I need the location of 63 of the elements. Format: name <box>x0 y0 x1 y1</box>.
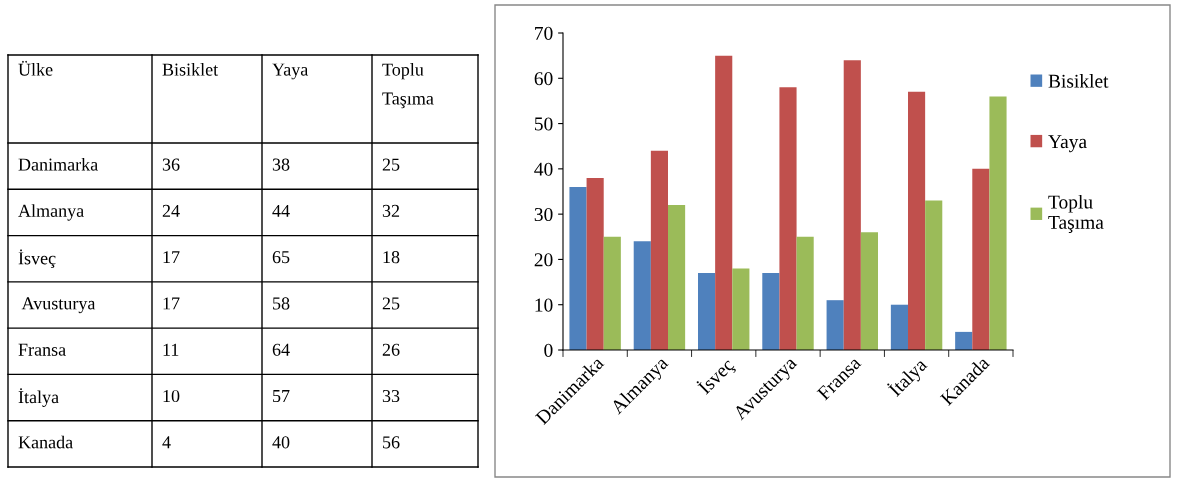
y-tick-label: 40 <box>534 162 553 176</box>
text: 44 <box>272 204 290 217</box>
text: 18 <box>383 251 400 264</box>
text: Toplu Taşıma <box>382 63 434 109</box>
text: Bisiklet <box>162 63 219 76</box>
text: 58 <box>273 297 290 310</box>
text: Danimarka <box>18 157 98 171</box>
bar <box>698 273 716 350</box>
y-tick-label: 30 <box>534 207 553 222</box>
y-tick-label: 50 <box>534 117 553 131</box>
text: 40 <box>272 436 290 449</box>
text: 17 <box>163 297 180 310</box>
text: 25 <box>382 297 400 310</box>
legend-label: Toplu Taşıma <box>1048 194 1104 233</box>
text: İsveç <box>18 249 56 269</box>
bar <box>633 241 651 350</box>
text: 64 <box>272 343 290 356</box>
bar <box>603 236 621 350</box>
text: 36 <box>162 158 180 171</box>
bar <box>955 331 973 350</box>
text: 57 <box>273 390 290 403</box>
bar <box>650 150 668 350</box>
y-tick-label: 0 <box>544 343 553 357</box>
legend-label: Yaya <box>1048 135 1087 153</box>
text: Kanada <box>18 435 73 449</box>
bar <box>908 91 926 350</box>
text: 38 <box>272 158 290 171</box>
bar <box>890 304 908 350</box>
text: 24 <box>162 204 180 217</box>
bar <box>779 87 797 350</box>
bar <box>569 186 587 350</box>
bar <box>796 236 814 350</box>
text: 4 <box>162 436 171 449</box>
text: 32 <box>382 204 400 217</box>
legend-label: Bisiklet <box>1048 74 1109 88</box>
y-tick-label: 20 <box>534 253 553 267</box>
y-tick-label: 60 <box>534 72 553 86</box>
text: 33 <box>382 389 400 403</box>
text: 26 <box>382 343 400 356</box>
y-tick-label: 70 <box>535 26 553 40</box>
bar <box>843 60 861 350</box>
text: Fransa <box>18 343 66 356</box>
bar <box>826 300 844 350</box>
bar <box>860 232 878 350</box>
text: 17 <box>163 251 180 264</box>
bar <box>668 205 686 350</box>
text: 56 <box>383 436 400 449</box>
text: 11 <box>163 343 179 356</box>
text: 10 <box>163 389 180 403</box>
bar <box>925 200 943 350</box>
bar <box>715 55 733 350</box>
text: 25 <box>382 158 400 171</box>
y-tick-label: 10 <box>535 298 553 312</box>
bar <box>989 96 1007 350</box>
text: Yaya <box>272 63 309 80</box>
text: Ülke <box>18 60 53 76</box>
text: Almanya <box>18 204 84 221</box>
bar <box>972 168 990 350</box>
bar <box>586 177 604 350</box>
bar <box>732 268 750 350</box>
text: 65 <box>272 251 290 264</box>
text: Avusturya <box>21 297 96 314</box>
bar <box>762 273 780 350</box>
